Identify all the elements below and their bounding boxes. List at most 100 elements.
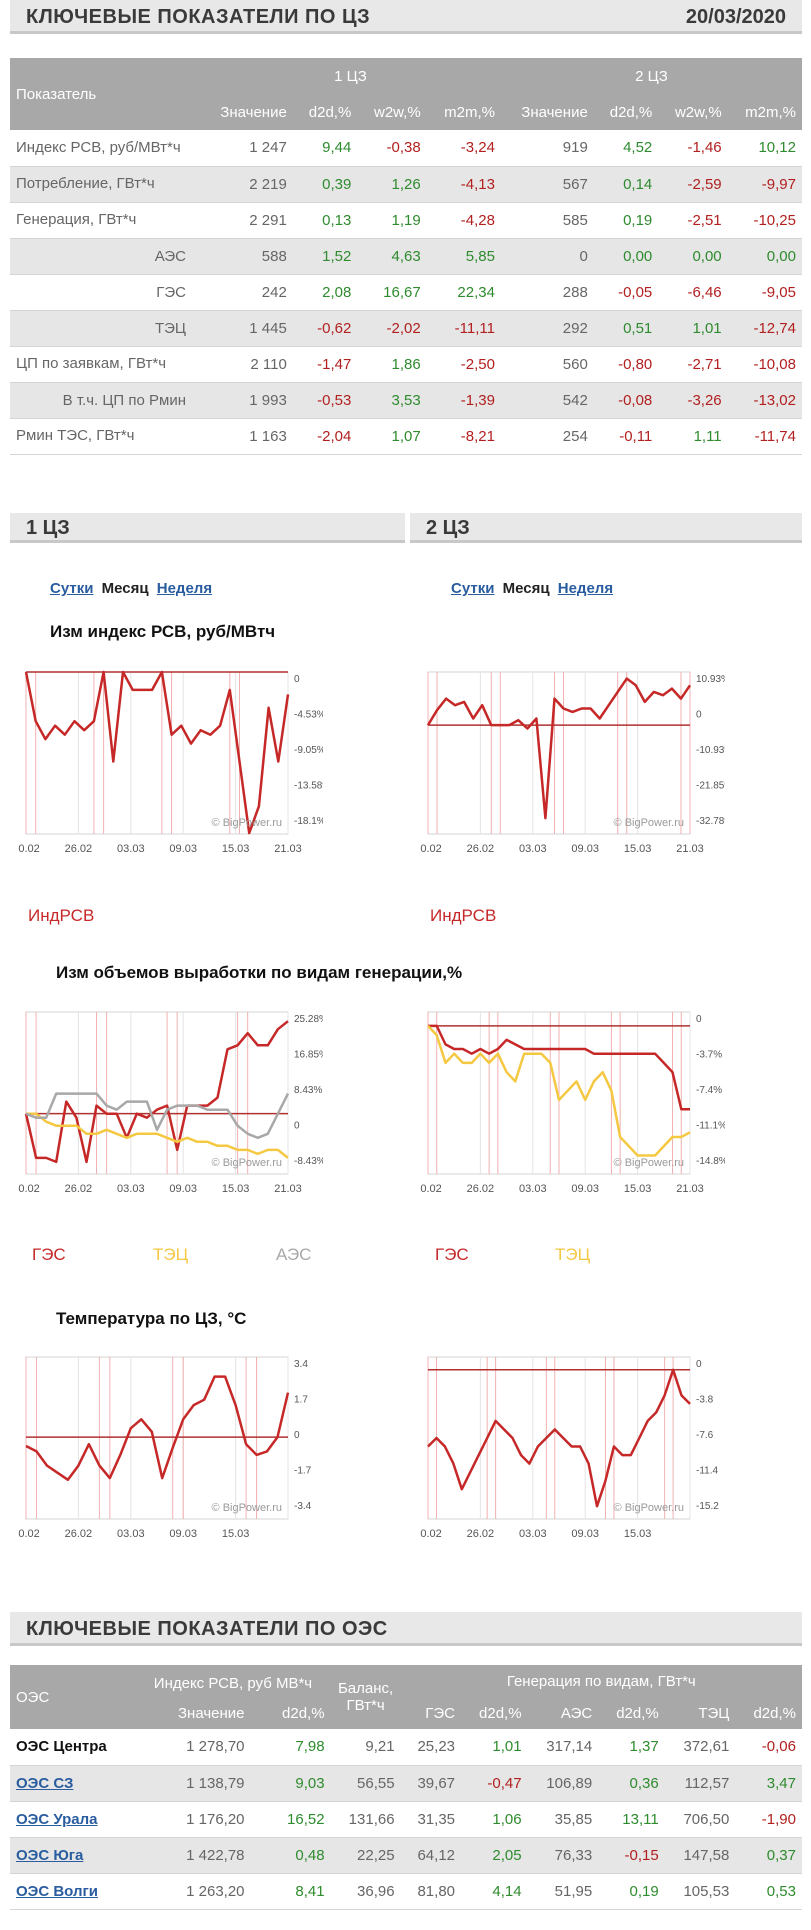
oes-cell: 1 176,20 bbox=[135, 1801, 251, 1838]
col-zone1: 1 ЦЗ bbox=[200, 58, 501, 94]
x-tick-label: 09.03 bbox=[169, 1183, 197, 1195]
kpi-cell: 10,12 bbox=[727, 130, 802, 167]
legend-tec: ТЭЦ bbox=[153, 1245, 189, 1264]
gen-chart-zone2: 0 -3.7% -7.4% -11.1% -14.8% 20.02 26.02 03.03 09… bbox=[420, 1002, 725, 1204]
legend-ind-rsv: ИндРСВ bbox=[28, 906, 95, 925]
kpi-cell: 1 445 bbox=[200, 310, 293, 347]
oes-cell: 9,03 bbox=[250, 1765, 331, 1802]
kpi-row: ЦП по заявкам, ГВт*ч 2 110 -1,47 1,86 -2,50 5… bbox=[10, 346, 802, 383]
col-balance: Баланс, ГВт*ч bbox=[330, 1665, 401, 1729]
oes-cell: 76,33 bbox=[527, 1837, 599, 1874]
oes-link[interactable]: ОЭС Урала bbox=[16, 1810, 98, 1828]
y-tick-label: -21.85% bbox=[696, 781, 725, 792]
tab-day[interactable]: Сутки bbox=[451, 580, 495, 597]
oes-cell: 317,14 bbox=[527, 1729, 599, 1766]
watermark: © BigPower.ru bbox=[212, 1502, 282, 1514]
kpi-cell: 2 110 bbox=[200, 346, 293, 383]
tab-week[interactable]: Неделя bbox=[557, 580, 614, 597]
kpi-cell: 242 bbox=[200, 274, 293, 311]
kpi-cell: -1,47 bbox=[292, 346, 358, 383]
kpi-cell: 0,19 bbox=[593, 202, 659, 239]
y-tick-label: 0 bbox=[294, 1121, 300, 1132]
x-tick-label: 15.03 bbox=[624, 843, 652, 855]
col-w2w: w2w,% bbox=[357, 94, 427, 130]
kpi-cell: 0,00 bbox=[727, 238, 802, 275]
oes-cell: 31,35 bbox=[400, 1801, 462, 1838]
x-tick-label: 15.03 bbox=[222, 1183, 250, 1195]
x-tick-label: 26.02 bbox=[65, 1183, 93, 1195]
oes-cell: 36,96 bbox=[330, 1873, 401, 1910]
kpi-cell: 16,67 bbox=[357, 274, 427, 311]
oes-link[interactable]: ОЭС Юга bbox=[16, 1846, 84, 1864]
oes-cell: 4,14 bbox=[461, 1873, 528, 1910]
kpi-row: Потребление, ГВт*ч 2 219 0,39 1,26 -4,13 567 0… bbox=[10, 166, 802, 203]
col-ges: ГЭС bbox=[400, 1697, 462, 1729]
oes-cell: 1 263,20 bbox=[135, 1873, 251, 1910]
oes-cell: 0,19 bbox=[598, 1873, 665, 1910]
y-tick-label: -11.4 bbox=[696, 1466, 718, 1477]
oes-cell: 56,55 bbox=[330, 1765, 401, 1802]
tab-month[interactable]: Месяц bbox=[502, 580, 550, 597]
kpi-cell: 542 bbox=[500, 382, 594, 419]
kpi-cell: 1 163 bbox=[200, 418, 293, 455]
oes-cell: 0,48 bbox=[250, 1837, 331, 1874]
oes-cell: 25,23 bbox=[400, 1729, 462, 1766]
kpi-subheader: Значение d2d,% w2w,% m2m,% Значение d2d,… bbox=[10, 94, 802, 130]
kpi-cell: -4,28 bbox=[426, 202, 501, 239]
watermark: © BigPower.ru bbox=[212, 817, 282, 829]
kpi-row-name: ЦП по заявкам, ГВт*ч bbox=[10, 346, 200, 383]
kpi-cell: 1,86 bbox=[357, 346, 427, 383]
oes-link[interactable]: ОЭС Волги bbox=[16, 1882, 98, 1900]
x-tick-label: 03.03 bbox=[117, 1528, 145, 1540]
kpi-cell: -2,02 bbox=[357, 310, 427, 347]
y-tick-label: 3.4 bbox=[294, 1359, 308, 1370]
col-d2d: d2d,% bbox=[593, 94, 659, 130]
col-d2d: d2d,% bbox=[598, 1697, 665, 1729]
series-line bbox=[24, 1020, 289, 1164]
oes-row: ОЭС Урала 1 176,20 16,52 131,66 31,35 1,06 35,… bbox=[10, 1801, 802, 1838]
kpi-cell: -0,62 bbox=[292, 310, 358, 347]
kpi-row: Рмин ТЭС, ГВт*ч 1 163 -2,04 1,07 -8,21 254 -0,… bbox=[10, 418, 802, 455]
kpi-cell: -10,08 bbox=[727, 346, 802, 383]
oes-cell: 13,11 bbox=[598, 1801, 665, 1838]
col-zone2: 2 ЦЗ bbox=[500, 58, 802, 94]
tab-day[interactable]: Сутки bbox=[50, 580, 94, 597]
kpi-cell: 0,00 bbox=[658, 238, 728, 275]
kpi-cell: -13,02 bbox=[727, 382, 802, 419]
oes-link[interactable]: ОЭС СЗ bbox=[16, 1774, 74, 1792]
x-tick-label: 09.03 bbox=[571, 1528, 599, 1540]
y-tick-label: 0 bbox=[294, 1430, 300, 1441]
y-tick-label: -11.1% bbox=[696, 1121, 725, 1132]
col-w2w: w2w,% bbox=[658, 94, 728, 130]
oes-cell: 16,52 bbox=[250, 1801, 331, 1838]
watermark: © BigPower.ru bbox=[614, 1157, 684, 1169]
rsv-chart-title: Изм индекс РСВ, руб/МВтч bbox=[50, 622, 276, 641]
tab-month[interactable]: Месяц bbox=[101, 580, 149, 597]
x-tick-label: 03.03 bbox=[519, 1183, 547, 1195]
x-tick-label: 21.03 bbox=[274, 1183, 302, 1195]
kpi-cell: -10,25 bbox=[727, 202, 802, 239]
y-tick-label: -10.93% bbox=[696, 745, 725, 756]
x-tick-label: 20.02 bbox=[18, 843, 40, 855]
legend-aes: АЭС bbox=[276, 1245, 312, 1264]
x-tick-label: 26.02 bbox=[467, 843, 495, 855]
kpi-row: Генерация, ГВт*ч 2 291 0,13 1,19 -4,28 585 0,1… bbox=[10, 202, 802, 239]
zone2-period-tabs: Сутки Месяц Неделя bbox=[451, 580, 613, 597]
zone1-header: 1 ЦЗ bbox=[10, 513, 405, 543]
oes-cell: 1 138,79 bbox=[135, 1765, 251, 1802]
col-oes: ОЭС bbox=[10, 1665, 136, 1729]
oes-row-name[interactable]: ОЭС Урала bbox=[10, 1801, 136, 1838]
y-tick-label: -18.1% bbox=[294, 816, 323, 827]
kpi-cell: -0,53 bbox=[292, 382, 358, 419]
temp2-svg: 0 -3.8 -7.6 -11.4 -15.2 20.02 26.02 03.03 09.03 1… bbox=[420, 1356, 719, 1540]
oes-row-name[interactable]: ОЭС Юга bbox=[10, 1837, 136, 1874]
tab-week[interactable]: Неделя bbox=[156, 580, 213, 597]
col-value: Значение bbox=[200, 94, 293, 130]
oes-row-name[interactable]: ОЭС Волги bbox=[10, 1873, 136, 1910]
x-tick-label: 03.03 bbox=[117, 843, 145, 855]
oes-row-name[interactable]: ОЭС СЗ bbox=[10, 1765, 136, 1802]
kpi-cell: -2,71 bbox=[658, 346, 728, 383]
kpi-cell: -1,39 bbox=[426, 382, 501, 419]
kpi-cell: -9,05 bbox=[727, 274, 802, 311]
kpi-cell: -0,08 bbox=[593, 382, 659, 419]
